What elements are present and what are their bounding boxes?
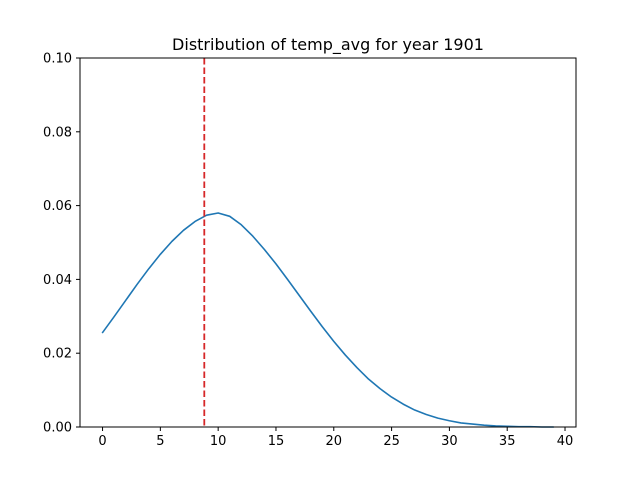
series-line — [101, 212, 555, 428]
x-tick-label: 0 — [98, 434, 106, 449]
x-tick-label: 25 — [383, 434, 400, 449]
y-tick-label: 0.04 — [43, 273, 72, 288]
y-tick-label: 0.06 — [43, 199, 72, 214]
x-tick-label: 5 — [156, 434, 164, 449]
x-tick-label: 30 — [441, 434, 458, 449]
x-tick-label: 40 — [557, 434, 574, 449]
y-tick-label: 0.10 — [43, 52, 72, 67]
x-tick-label: 20 — [326, 434, 343, 449]
y-tick-label: 0.08 — [43, 125, 72, 140]
y-tick-label: 0.00 — [43, 421, 72, 436]
chart-title: Distribution of temp_avg for year 1901 — [172, 35, 484, 55]
x-tick-label: 15 — [268, 434, 285, 449]
plot-marks — [101, 58, 555, 428]
axes: 0 5 10 15 20 25 30 35 40 0.00 0.02 0.04 0.06 0.08 0.10 — [43, 52, 573, 450]
y-tick-label: 0.02 — [43, 347, 72, 362]
x-tick-label: 35 — [499, 434, 516, 449]
x-tick-label: 10 — [210, 434, 227, 449]
plot-frame — [79, 57, 577, 428]
